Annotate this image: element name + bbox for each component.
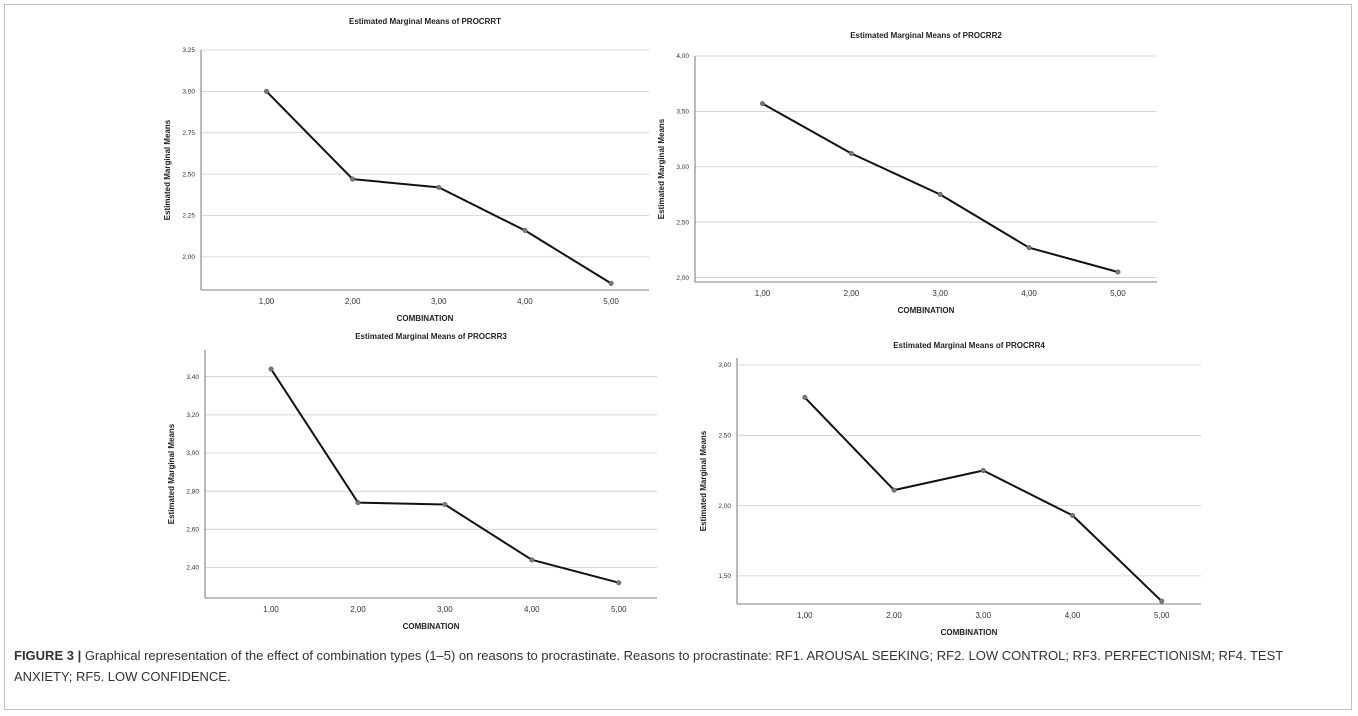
y-axis-label: Estimated Marginal Means — [167, 423, 176, 524]
x-tick-label: 1,00 — [263, 605, 279, 614]
data-point — [529, 557, 535, 563]
data-point — [1026, 245, 1032, 251]
data-point — [848, 150, 854, 157]
y-tick-label: 3,20 — [186, 412, 199, 419]
data-point — [436, 184, 442, 190]
data-point — [350, 176, 356, 182]
x-tick-label: 4,00 — [1021, 289, 1037, 298]
x-tick-label: 2,00 — [844, 289, 860, 298]
x-tick-label: 3,00 — [975, 611, 991, 620]
x-tick-label: 5,00 — [1154, 611, 1170, 620]
x-tick-label: 5,00 — [1110, 289, 1126, 298]
y-axis-label: Estimated Marginal Means — [699, 430, 708, 531]
y-tick-label: 2,50 — [182, 171, 195, 178]
chart-title: Estimated Marginal Means of PROCRR2 — [850, 31, 1002, 40]
caption-text: Graphical representation of the effect o… — [14, 648, 1283, 684]
y-tick-label: 2,50 — [718, 433, 731, 440]
x-tick-label: 4,00 — [517, 297, 533, 306]
data-point — [442, 501, 448, 508]
line-chart-procrrt: 2,00 2,25 2,50 2,75 3,00 3,25 1,00 2,00 3,00 4,00… — [163, 17, 649, 323]
chart-title: Estimated Marginal Means of PROCRRT — [349, 17, 501, 26]
x-axis-label: COMBINATION — [941, 628, 998, 637]
y-tick-label: 2,00 — [182, 254, 195, 261]
x-tick-label: 2,00 — [886, 611, 902, 620]
data-point — [802, 394, 808, 400]
figure-frame: 2,00 2,25 2,50 2,75 3,00 3,25 1,00 2,00 3,00 4,00… — [4, 4, 1352, 710]
data-point — [1159, 598, 1165, 604]
x-tick-label: 5,00 — [603, 297, 619, 306]
x-axis-label: COMBINATION — [397, 314, 454, 323]
y-tick-label: 2,80 — [186, 488, 199, 495]
data-point — [522, 227, 528, 233]
y-tick-label: 2,40 — [186, 565, 199, 572]
data-point — [891, 487, 897, 493]
y-tick-label: 3,40 — [186, 374, 199, 381]
x-tick-label: 1,00 — [797, 611, 813, 620]
data-point — [759, 101, 766, 107]
y-tick-label: 3,00 — [718, 362, 731, 369]
x-tick-label: 3,00 — [437, 605, 453, 614]
x-tick-label: 3,00 — [932, 289, 948, 298]
series-line — [270, 368, 620, 584]
data-point — [268, 366, 274, 372]
chart-title: Estimated Marginal Means of PROCRR3 — [355, 332, 507, 341]
y-tick-label: 2,00 — [718, 503, 731, 510]
figure-label: FIGURE 3 | — [14, 648, 82, 663]
line-chart-procrr2: 2,00 2,50 3,00 3,50 4,00 1,00 2,00 3,00 4,00 5,00… — [657, 31, 1157, 315]
line-chart-procrr3: 2,40 2,60 2,80 3,00 3,20 3,40 1,00 2,00 3,00 4,00… — [167, 332, 657, 631]
y-tick-label: 1,50 — [718, 573, 731, 580]
x-axis-label: COMBINATION — [403, 622, 460, 631]
x-tick-label: 4,00 — [1065, 611, 1081, 620]
y-tick-label: 3,00 — [676, 164, 689, 171]
y-tick-label: 2,00 — [676, 275, 689, 282]
data-point — [1115, 269, 1121, 275]
x-axis-label: COMBINATION — [898, 306, 955, 315]
y-tick-label: 3,25 — [182, 47, 195, 54]
data-point — [980, 467, 986, 474]
x-tick-label: 1,00 — [259, 297, 275, 306]
y-tick-label: 3,00 — [186, 450, 199, 457]
y-tick-label: 2,25 — [182, 213, 195, 220]
line-chart-procrr4: 1,50 2,00 2,50 3,00 1,00 2,00 3,00 4,00 5,00 Esti… — [699, 341, 1201, 637]
y-axis-label: Estimated Marginal Means — [657, 118, 666, 219]
y-tick-label: 2,75 — [182, 130, 195, 137]
y-tick-label: 3,00 — [182, 89, 195, 96]
x-tick-label: 1,00 — [755, 289, 771, 298]
figure-caption: FIGURE 3 | Graphical representation of t… — [14, 645, 1334, 687]
x-tick-label: 2,00 — [345, 297, 361, 306]
y-axis-label: Estimated Marginal Means — [163, 119, 172, 220]
series-line — [762, 102, 1119, 273]
data-point — [937, 191, 943, 198]
data-point — [616, 580, 622, 586]
data-point — [263, 88, 270, 94]
data-point — [1069, 512, 1076, 518]
y-tick-label: 3,50 — [676, 109, 689, 116]
data-point — [355, 500, 361, 506]
x-tick-label: 3,00 — [431, 297, 447, 306]
y-tick-label: 2,60 — [186, 527, 199, 534]
y-tick-label: 4,00 — [676, 53, 689, 60]
x-tick-label: 4,00 — [524, 605, 540, 614]
y-tick-label: 2,50 — [676, 219, 689, 226]
x-tick-label: 2,00 — [350, 605, 366, 614]
chart-title: Estimated Marginal Means of PROCRR4 — [893, 341, 1045, 350]
x-tick-label: 5,00 — [611, 605, 627, 614]
data-point — [608, 280, 614, 286]
series-line — [804, 396, 1163, 602]
